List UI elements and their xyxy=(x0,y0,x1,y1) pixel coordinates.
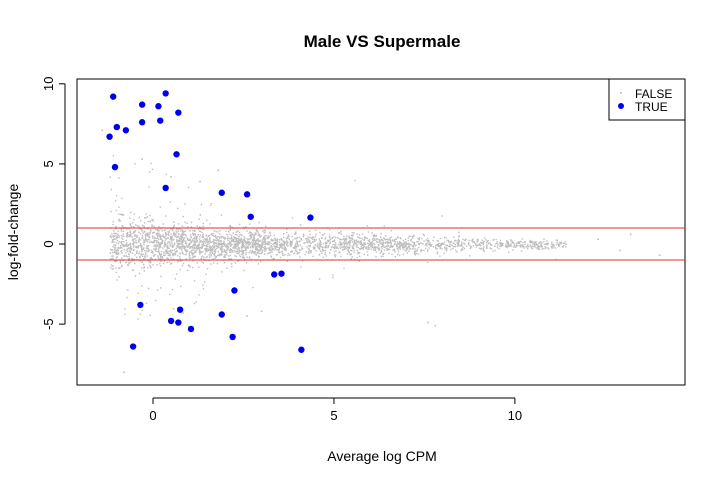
true-point xyxy=(157,117,163,123)
legend-false-marker xyxy=(620,92,622,94)
true-point xyxy=(298,347,304,353)
true-point xyxy=(278,270,284,276)
true-point xyxy=(248,214,254,220)
true-point xyxy=(106,133,112,139)
false-point xyxy=(597,238,599,240)
x-tick-label: 5 xyxy=(330,408,337,423)
x-axis-label: Average log CPM xyxy=(327,448,436,464)
false-point xyxy=(427,322,429,324)
true-point xyxy=(130,343,136,349)
true-point xyxy=(175,109,181,115)
y-axis-label: log-fold-change xyxy=(5,184,21,281)
false-points-layer xyxy=(102,129,661,373)
true-point xyxy=(110,93,116,99)
false-point xyxy=(619,250,621,252)
x-axis: 0 5 10 xyxy=(149,398,522,423)
true-point xyxy=(188,326,194,332)
true-point xyxy=(219,190,225,196)
y-tick-label: 5 xyxy=(41,160,56,167)
true-point xyxy=(229,334,235,340)
true-point xyxy=(177,307,183,313)
false-point xyxy=(246,315,248,317)
true-point xyxy=(162,185,168,191)
true-point xyxy=(271,271,277,277)
true-point xyxy=(123,127,129,133)
false-point xyxy=(102,129,104,131)
x-tick-label: 0 xyxy=(149,408,156,423)
y-tick-label: 10 xyxy=(41,77,56,91)
true-point xyxy=(155,103,161,109)
chart-title: Male VS Supermale xyxy=(304,32,461,51)
false-point xyxy=(123,371,125,373)
x-tick-label: 10 xyxy=(508,408,522,423)
true-point xyxy=(231,287,237,293)
y-tick-label: -5 xyxy=(41,318,56,330)
false-point xyxy=(659,254,661,256)
false-point xyxy=(434,325,436,327)
true-point xyxy=(112,164,118,170)
false-point xyxy=(217,170,219,172)
false-point xyxy=(261,311,263,313)
legend-false-label: FALSE xyxy=(635,87,672,101)
false-point xyxy=(170,176,172,178)
y-tick-label: 0 xyxy=(41,240,56,247)
true-point xyxy=(244,191,250,197)
true-points-layer xyxy=(106,90,313,353)
true-point xyxy=(307,214,313,220)
true-point xyxy=(114,124,120,130)
false-points-cloud xyxy=(110,155,567,320)
false-point xyxy=(141,158,143,160)
true-point xyxy=(137,302,143,308)
false-point xyxy=(199,181,201,183)
true-point xyxy=(139,101,145,107)
true-point xyxy=(175,319,181,325)
legend-true-marker xyxy=(618,103,624,109)
true-point xyxy=(168,318,174,324)
true-point xyxy=(162,90,168,96)
true-point xyxy=(173,151,179,157)
y-axis: -5 0 5 10 xyxy=(41,77,65,330)
false-point xyxy=(630,234,632,236)
true-point xyxy=(219,311,225,317)
true-point xyxy=(139,119,145,125)
legend-true-label: TRUE xyxy=(635,100,668,114)
